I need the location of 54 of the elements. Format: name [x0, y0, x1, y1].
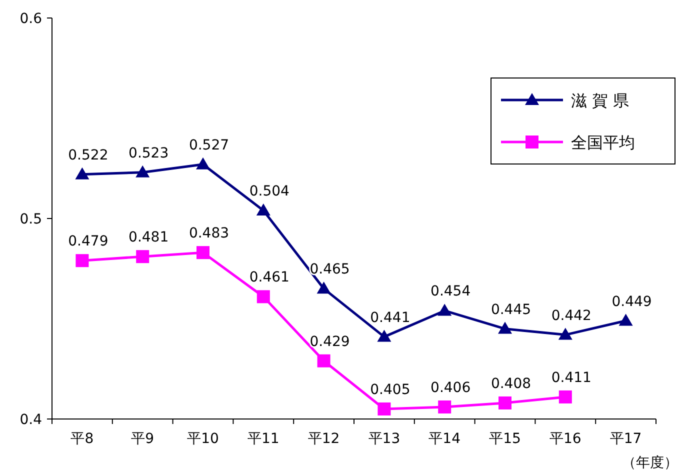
point	[196, 157, 210, 170]
data-label: 0.527	[188, 137, 230, 154]
data-label: 0.483	[188, 226, 230, 242]
x-axis-title: （年度）	[622, 455, 678, 471]
point	[256, 203, 270, 216]
point	[317, 354, 330, 368]
point	[438, 400, 452, 414]
point	[75, 167, 90, 180]
point	[136, 165, 150, 178]
x-tick-label: 平8	[70, 431, 94, 447]
data-label: 0.523	[128, 145, 169, 162]
x-tick-label: 平12	[308, 431, 340, 447]
point	[316, 282, 331, 294]
point	[76, 254, 89, 268]
x-tick-label: 平16	[549, 431, 582, 447]
data-label: 0.445	[490, 302, 532, 318]
data-label: 0.429	[310, 334, 350, 350]
point	[377, 330, 392, 342]
point	[136, 250, 150, 264]
data-label: 0.522	[68, 147, 108, 164]
point	[558, 328, 572, 340]
point	[618, 314, 633, 326]
data-label: 0.461	[249, 270, 290, 286]
legend-label: 滋 賀 県	[571, 91, 630, 110]
x-tick-label: 平9	[131, 431, 154, 447]
x-tick-label: 平17	[610, 431, 642, 447]
x-tick-label: 平10	[187, 431, 219, 447]
data-label: 0.408	[490, 376, 532, 392]
point	[558, 390, 572, 404]
data-label: 0.442	[551, 308, 592, 324]
point	[378, 402, 391, 416]
y-tick-label: 0.4	[20, 412, 42, 428]
point	[196, 246, 210, 260]
x-tick-label: 平11	[247, 431, 280, 447]
data-label: 0.405	[370, 382, 410, 398]
data-label: 0.504	[249, 183, 290, 200]
x-tick-label: 平15	[489, 431, 521, 447]
data-label: 0.465	[310, 262, 350, 278]
data-label: 0.441	[370, 310, 410, 326]
data-label: 0.406	[430, 380, 471, 396]
point	[256, 290, 270, 304]
x-tick-label: 平14	[428, 431, 461, 447]
data-label: 0.449	[612, 294, 652, 310]
point	[498, 322, 512, 334]
data-label: 0.479	[68, 234, 108, 250]
point	[498, 396, 512, 410]
legend-label: 全国平均	[571, 133, 635, 152]
data-label: 0.411	[551, 370, 592, 386]
data-label: 0.481	[128, 230, 169, 246]
x-tick-label: 平13	[368, 431, 400, 447]
y-tick-label: 0.5	[20, 212, 42, 228]
data-label: 0.454	[430, 284, 471, 300]
y-tick-label: 0.6	[20, 11, 42, 27]
point	[438, 304, 452, 316]
